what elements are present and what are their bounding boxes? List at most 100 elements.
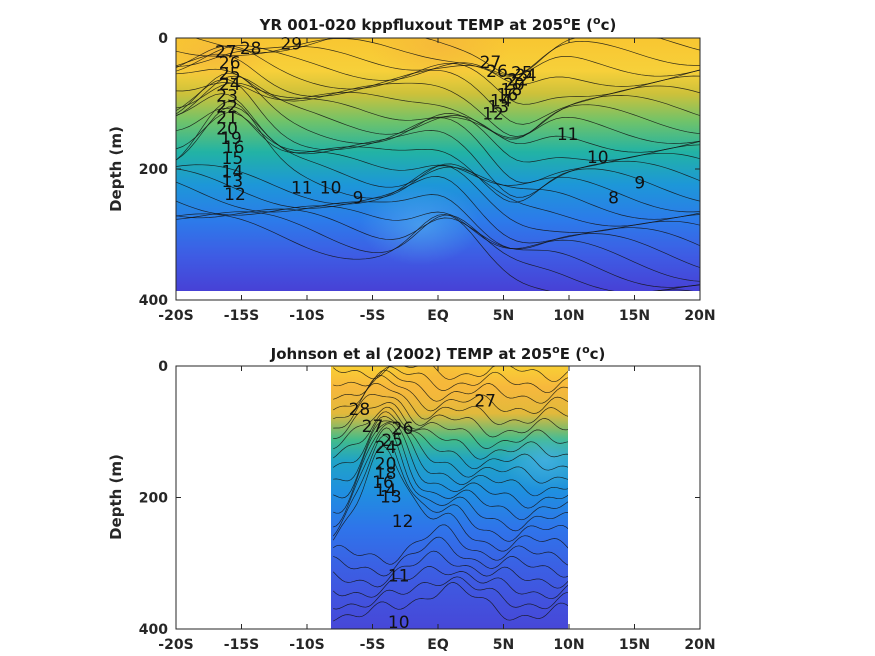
- contour-label: 27: [362, 417, 384, 437]
- y-tick-label: 0: [158, 359, 168, 375]
- x-tick-label: 5N: [493, 308, 514, 324]
- y-tick-label: 200: [139, 162, 168, 178]
- contour-label: 9: [634, 173, 645, 193]
- contour-label: 27: [215, 42, 237, 62]
- contour-label: 25: [381, 431, 403, 451]
- contour-label: 28: [349, 400, 371, 420]
- contour-label: 20: [216, 120, 238, 140]
- contour-label: 22: [507, 71, 529, 91]
- contour-label: 12: [392, 512, 414, 532]
- y-tick-label: 200: [139, 491, 168, 507]
- contour-label: 9: [353, 188, 364, 208]
- contour-label: 14: [222, 162, 244, 182]
- isotherm-line: [176, 72, 700, 163]
- warm-pool-observations: [385, 366, 495, 410]
- x-tick-label: EQ: [427, 637, 449, 653]
- contour-label: 18: [501, 80, 523, 100]
- isotherm-line: [333, 421, 568, 509]
- chart-title-model: YR 001-020 kppfluxout TEMP at 205oE (oc): [259, 14, 617, 34]
- contour-label: 16: [223, 138, 245, 158]
- x-tick-label: 10N: [553, 637, 584, 653]
- isotherm-line: [333, 582, 568, 622]
- isotherm-line: [333, 427, 568, 532]
- isotherm-line: [332, 435, 568, 542]
- contour-label: 12: [482, 105, 504, 125]
- contour-label: 12: [224, 185, 246, 205]
- contour-label: 26: [219, 54, 241, 74]
- contour-label: 10: [587, 148, 609, 168]
- x-tick-label: -15S: [224, 637, 259, 653]
- y-tick-label: 0: [158, 31, 168, 47]
- contour-lines-observations: [332, 366, 568, 622]
- contour-label: 14: [490, 92, 512, 112]
- contour-label: 11: [557, 125, 579, 145]
- isotherm-line: [176, 111, 700, 213]
- isotherm-line: [176, 82, 700, 140]
- contour-label: 29: [280, 35, 302, 55]
- x-tick-label: -10S: [289, 637, 324, 653]
- isotherm-line: [333, 536, 568, 578]
- x-tick-label: 10N: [553, 308, 584, 324]
- contour-label: 26: [392, 419, 414, 439]
- x-tick-label: 15N: [619, 308, 650, 324]
- x-axis-model: -20S -15S -10S -5S EQ 5N 10N 15N 20N: [158, 38, 716, 324]
- y-axis-label-observations: Depth (m): [107, 454, 125, 540]
- contour-label: 20: [503, 75, 525, 95]
- x-tick-label: 20N: [684, 308, 715, 324]
- isotherm-line: [333, 524, 568, 566]
- warm-pool-model: [370, 38, 510, 85]
- contour-label: 13: [380, 488, 402, 508]
- y-tick-label: 400: [139, 622, 168, 638]
- y-tick-label: 400: [139, 293, 168, 309]
- isotherm-line: [332, 550, 568, 589]
- isotherm-line: [333, 374, 568, 414]
- isotherm-line: [333, 406, 568, 460]
- isotherm-line: [333, 416, 568, 484]
- contour-label: 15: [222, 149, 244, 169]
- isotherm-line: [332, 566, 568, 600]
- contour-label: 28: [240, 39, 262, 59]
- contour-label: 25: [219, 65, 241, 85]
- y-axis-model: 0 200 400: [139, 31, 700, 309]
- isotherm-line: [332, 411, 568, 471]
- isotherm-line: [176, 82, 700, 144]
- isotherm-line: [332, 445, 568, 552]
- contour-label: 10: [388, 613, 410, 633]
- contour-label: 24: [219, 75, 241, 95]
- contour-label: 22: [216, 97, 238, 117]
- contour-label: 11: [388, 566, 410, 586]
- x-tick-label: 20N: [684, 637, 715, 653]
- isotherm-line: [176, 45, 700, 87]
- isotherm-line: [176, 211, 700, 291]
- contour-label: 16: [497, 86, 519, 106]
- field-fill-observations: [331, 366, 568, 629]
- contour-label: 14: [375, 481, 397, 501]
- contour-label: 13: [222, 172, 244, 192]
- contour-label: 21: [216, 109, 238, 129]
- x-tick-label: EQ: [427, 308, 449, 324]
- isotherm-line: [176, 168, 700, 247]
- contour-label: 20: [375, 455, 397, 475]
- isotherm-line: [333, 393, 568, 438]
- contour-label: 13: [487, 97, 509, 117]
- isotherm-line: [333, 420, 568, 497]
- contour-label: 16: [372, 473, 394, 493]
- contour-label: 24: [515, 66, 537, 86]
- isotherm-line: [332, 366, 568, 383]
- contour-label: 10: [320, 179, 342, 199]
- contour-label: 19: [220, 129, 242, 149]
- contour-label: 24: [375, 438, 397, 458]
- isotherm-line: [333, 423, 568, 521]
- isotherm-line: [176, 208, 700, 288]
- isotherm-line: [176, 106, 700, 220]
- isotherm-line: [176, 213, 694, 291]
- isotherm-line: [176, 79, 700, 184]
- isotherm-line: [333, 576, 568, 610]
- isotherm-line: [333, 366, 568, 394]
- isotherm-line: [176, 200, 700, 282]
